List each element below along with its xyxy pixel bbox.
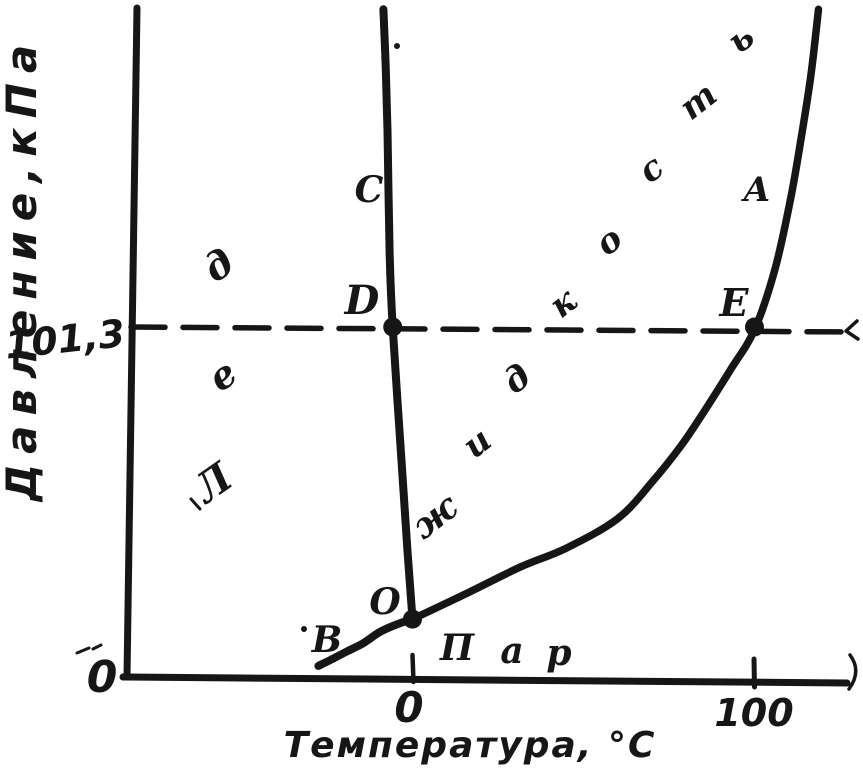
region-liquid-letter: к: [542, 280, 586, 326]
x-tick-label-100: 100: [714, 691, 793, 735]
point-e-dot: [745, 317, 764, 337]
region-vapor-letter: р: [546, 632, 571, 674]
ink-speck: [394, 43, 400, 49]
x-axis-line: [119, 673, 851, 687]
region-vapor-letter: а: [500, 630, 523, 672]
region-liquid-letter: т: [672, 74, 725, 128]
point-label-b: B: [311, 619, 342, 661]
sublimation-curve-B-to-O: [314, 615, 417, 670]
region-label-ice: Л е д: [184, 239, 245, 514]
melting-curve-O-to-C: [379, 5, 417, 624]
region-liquid-letter: о: [588, 219, 631, 264]
dashed-line-end-hook: [844, 319, 860, 341]
ink-speck: [189, 497, 202, 511]
point-label-o: O: [369, 581, 401, 623]
dashed-pressure-101-3-line: [128, 324, 855, 335]
point-label-a: A: [741, 170, 770, 210]
region-label-liquid: ж и д к о с т ь: [403, 17, 762, 548]
region-liquid-letter: ь: [720, 17, 762, 62]
region-liquid-letter: д: [496, 356, 539, 402]
region-label-vapor: П а р: [439, 627, 572, 674]
point-label-c: C: [355, 169, 384, 211]
region-ice-letter: Л: [184, 453, 243, 514]
point-label-d: D: [344, 277, 380, 324]
region-liquid-letter: ж: [403, 485, 467, 548]
region-liquid-letter: и: [455, 420, 499, 467]
x-tick-100: [751, 656, 757, 690]
region-vapor-letter: П: [439, 627, 475, 669]
point-o-dot: [403, 609, 422, 629]
x-axis-title: Температура, °C: [284, 725, 657, 766]
ink-speck: [75, 646, 91, 655]
ink-speck: [301, 626, 307, 632]
y-axis-line: [123, 4, 141, 680]
ink-speck: [91, 643, 103, 651]
y-axis-title: Давление,кПа: [0, 35, 46, 503]
region-liquid-letter: с: [631, 147, 672, 191]
y-tick-label-0: 0: [87, 652, 118, 703]
region-ice-letter: е: [199, 350, 245, 401]
curves-group: [128, 5, 855, 670]
x-tick-0: [410, 652, 416, 685]
vaporization-curve-O-to-A: [408, 5, 823, 623]
region-ice-letter: д: [195, 239, 242, 291]
x-tick-label-0: 0: [394, 683, 423, 732]
point-d-dot: [383, 317, 403, 337]
x-axis-end-mark: [847, 653, 858, 691]
point-label-e: E: [719, 280, 750, 325]
